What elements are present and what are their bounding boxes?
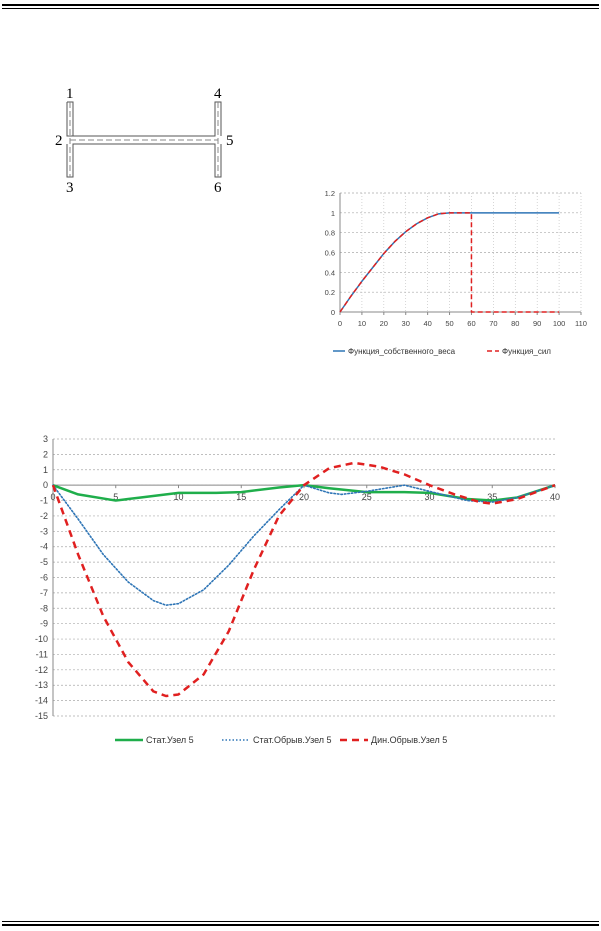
legend-label-2: Стат.Обрыв.Узел 5	[253, 735, 332, 745]
node-label-3: 3	[66, 180, 74, 196]
x-tick-label: 100	[553, 319, 566, 328]
load-function-chart: 0 0.2 0.4 0.6 0.8 1 1.2 0 10 20 30 40 50 60 70 80 90 100 1…	[325, 189, 587, 356]
node-label-6: 6	[214, 180, 222, 196]
legend-label-1: Функция_собственного_веса	[348, 347, 456, 356]
legend-label-3: Дин.Обрыв.Узел 5	[371, 735, 447, 745]
y-tick-label: -14	[35, 696, 48, 706]
y-tick-label: 0.6	[325, 249, 335, 258]
x-tick-label: 90	[533, 319, 541, 328]
y-tick-label: 0	[43, 480, 48, 490]
y-tick-label: -10	[35, 634, 48, 644]
x-tick-label: 50	[445, 319, 453, 328]
x-tick-label: 60	[467, 319, 475, 328]
series-line-2	[339, 212, 560, 313]
x-tick-label: 80	[511, 319, 519, 328]
x-tick-label: 25	[362, 492, 372, 502]
y-tick-label: -4	[40, 542, 48, 552]
beam-centerline	[69, 102, 219, 177]
y-tick-label: 0.8	[325, 229, 335, 238]
x-tick-label: 20	[380, 319, 388, 328]
x-tick-label: 0	[338, 319, 342, 328]
y-tick-label: -9	[40, 619, 48, 629]
y-tick-label: -5	[40, 557, 48, 567]
y-tick-label: -8	[40, 603, 48, 613]
x-tick-label: 0	[50, 492, 55, 502]
bottom-border-thin	[2, 921, 599, 922]
y-tick-label: 0.2	[325, 288, 335, 297]
x-tick-label: 110	[575, 319, 587, 328]
y-tick-label: 0	[331, 308, 335, 317]
node-label-5: 5	[226, 133, 234, 149]
y-tick-label: 1	[43, 465, 48, 475]
node5-displacement-chart: 3210-1-2-3-4-5-6-7-8-9-10-11-12-13-14-15…	[35, 434, 560, 745]
top-border-thin	[2, 8, 599, 9]
y-tick-label: 2	[43, 449, 48, 459]
y-tick-label: 0.4	[325, 268, 335, 277]
y-tick-label: -2	[40, 511, 48, 521]
x-tick-label: 40	[550, 492, 560, 502]
y-tick-label: -1	[40, 496, 48, 506]
y-tick-label: -13	[35, 680, 48, 690]
y-tick-label: -6	[40, 573, 48, 583]
node-label-2: 2	[55, 133, 63, 149]
node-label-4: 4	[214, 86, 222, 102]
x-tick-label: 15	[236, 492, 246, 502]
x-tick-label: 40	[423, 319, 431, 328]
y-tick-label: -3	[40, 526, 48, 536]
bottom-border-thick	[2, 924, 599, 926]
x-tick-label: 20	[299, 492, 309, 502]
legend-label-2: Функция_сил	[502, 347, 551, 356]
beam-diagram	[67, 102, 222, 178]
x-tick-label: 5	[113, 492, 118, 502]
y-tick-label: -7	[40, 588, 48, 598]
series-line-3	[51, 461, 556, 698]
y-tick-label: 3	[43, 434, 48, 444]
top-border-thick	[2, 4, 599, 6]
y-tick-label: -12	[35, 665, 48, 675]
y-tick-label: -15	[35, 711, 48, 721]
node-label-1: 1	[66, 86, 74, 102]
x-tick-label: 70	[489, 319, 497, 328]
y-tick-label: -11	[36, 649, 48, 659]
x-tick-label: 30	[402, 319, 410, 328]
series-line-2	[52, 484, 556, 607]
x-tick-label: 30	[424, 492, 434, 502]
x-tick-label: 10	[173, 492, 183, 502]
x-tick-label: 10	[358, 319, 366, 328]
y-tick-label: 1	[331, 209, 335, 218]
legend-label-1: Стат.Узел 5	[146, 735, 194, 745]
x-tick-label: 35	[487, 492, 497, 502]
y-tick-label: 1.2	[325, 189, 335, 198]
